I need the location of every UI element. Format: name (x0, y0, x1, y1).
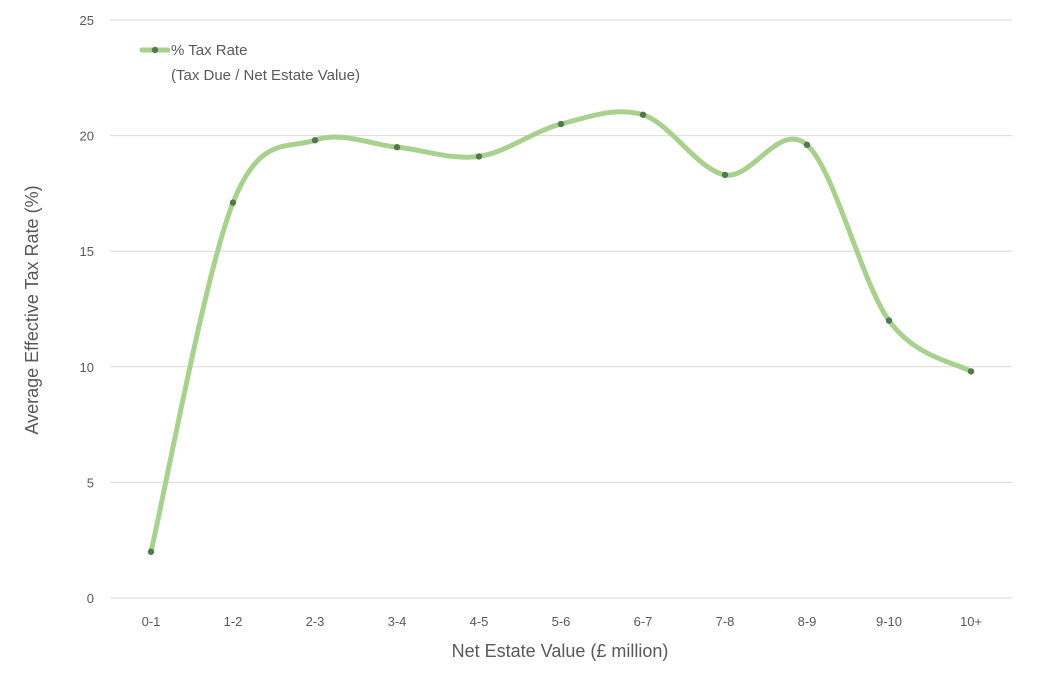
x-tick-label: 4-5 (470, 614, 489, 629)
x-tick-label: 10+ (960, 614, 982, 629)
data-point (147, 548, 155, 555)
x-tick-label: 0-1 (142, 614, 161, 629)
data-point (311, 137, 319, 144)
x-tick-label: 7-8 (716, 614, 735, 629)
x-tick-label: 9-10 (876, 614, 902, 629)
x-tick-label: 8-9 (798, 614, 817, 629)
x-tick-label: 3-4 (388, 614, 407, 629)
y-tick-label: 25 (80, 13, 94, 28)
data-point (885, 317, 893, 324)
y-tick-label: 10 (80, 360, 94, 375)
data-point (393, 143, 401, 151)
data-point (721, 171, 729, 179)
series-line (148, 109, 974, 555)
x-tick-label: 5-6 (552, 614, 571, 629)
data-point (803, 141, 811, 149)
gridlines (110, 19, 1012, 599)
data-point (475, 153, 483, 160)
y-axis-ticks: 0 5 10 15 20 25 (80, 13, 94, 606)
x-tick-label: 6-7 (634, 614, 653, 629)
x-tick-label: 2-3 (306, 614, 325, 629)
legend-marker (151, 46, 159, 54)
y-tick-label: 0 (87, 591, 94, 606)
y-tick-label: 15 (80, 244, 94, 259)
data-point (229, 199, 237, 206)
data-point (557, 120, 565, 128)
y-tick-label: 20 (80, 129, 94, 144)
series-markers (147, 111, 975, 555)
y-axis-title: Average Effective Tax Rate (%) (22, 185, 42, 434)
y-tick-label: 5 (87, 475, 94, 490)
x-tick-label: 1-2 (224, 614, 243, 629)
data-point (639, 111, 647, 118)
x-axis-title: Net Estate Value (£ million) (452, 641, 669, 661)
x-axis-ticks: 0-1 1-2 2-3 3-4 4-5 5-6 6-7 7-8 8-9 9-10 10+ (142, 614, 982, 629)
legend-label: % Tax Rate (171, 42, 247, 59)
legend-label-line2: (Tax Due / Net Estate Value) (171, 67, 360, 84)
data-point (967, 368, 975, 375)
legend: % Tax Rate (Tax Due / Net Estate Value) (139, 42, 360, 84)
